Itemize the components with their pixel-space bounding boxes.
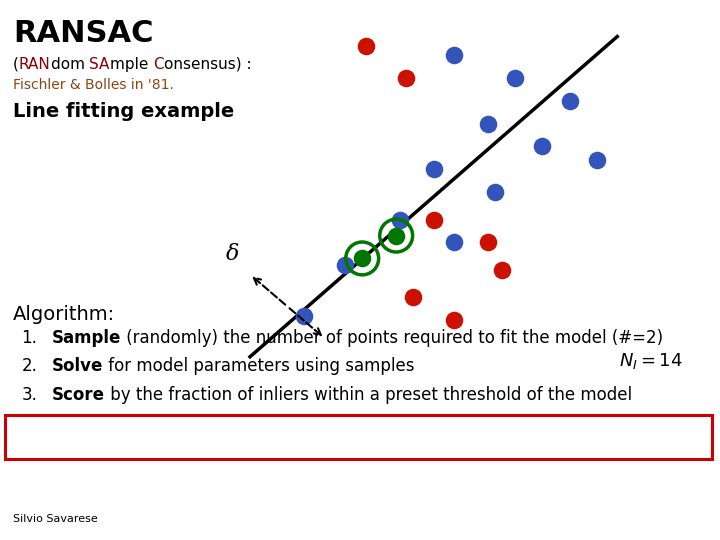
Text: by the fraction of inliers within a preset threshold of the model: by the fraction of inliers within a pres…: [105, 386, 632, 403]
Text: SA: SA: [89, 57, 110, 72]
Text: RANSAC: RANSAC: [13, 19, 153, 48]
Point: [482, 238, 494, 247]
Point: [489, 188, 500, 197]
Point: [591, 156, 603, 164]
Text: dom: dom: [50, 57, 89, 72]
Text: 1-3 until the best model is found with high confidence: 1-3 until the best model is found with h…: [92, 424, 585, 442]
Text: Line fitting example: Line fitting example: [13, 102, 234, 120]
Text: for model parameters using samples: for model parameters using samples: [103, 357, 415, 375]
Point: [428, 165, 439, 173]
Point: [482, 119, 494, 128]
Text: δ: δ: [226, 244, 240, 265]
Text: Sample: Sample: [52, 329, 121, 347]
Point: [390, 231, 402, 240]
Text: Silvio Savarese: Silvio Savarese: [13, 514, 98, 524]
Text: onsensus) :: onsensus) :: [163, 57, 251, 72]
Point: [449, 51, 460, 59]
Text: Algorithm:: Algorithm:: [13, 305, 115, 324]
Point: [394, 215, 405, 224]
Point: [339, 261, 351, 269]
Text: Repeat: Repeat: [20, 424, 92, 442]
Point: [510, 73, 521, 82]
Point: [360, 42, 372, 50]
Text: (: (: [13, 57, 19, 72]
Point: [356, 254, 368, 263]
Point: [449, 238, 460, 247]
Point: [536, 142, 548, 151]
Point: [496, 266, 508, 274]
Point: [299, 311, 310, 320]
Text: Score: Score: [52, 386, 105, 403]
Text: RAN: RAN: [19, 57, 50, 72]
Point: [428, 215, 439, 224]
Point: [449, 316, 460, 325]
Point: [400, 73, 412, 82]
Point: [564, 96, 575, 105]
FancyBboxPatch shape: [5, 415, 712, 459]
Point: [356, 254, 368, 263]
Text: mple: mple: [110, 57, 153, 72]
Point: [408, 293, 419, 302]
Point: [390, 231, 402, 240]
Text: $N_I = 14$: $N_I = 14$: [619, 352, 683, 372]
Text: 2.: 2.: [22, 357, 37, 375]
Text: Solve: Solve: [52, 357, 103, 375]
Text: (randomly) the number of points required to fit the model (#=2): (randomly) the number of points required…: [121, 329, 663, 347]
Text: 1.: 1.: [22, 329, 37, 347]
Text: 3.: 3.: [22, 386, 37, 403]
Text: Fischler & Bolles in '81.: Fischler & Bolles in '81.: [13, 78, 174, 92]
Text: C: C: [153, 57, 163, 72]
